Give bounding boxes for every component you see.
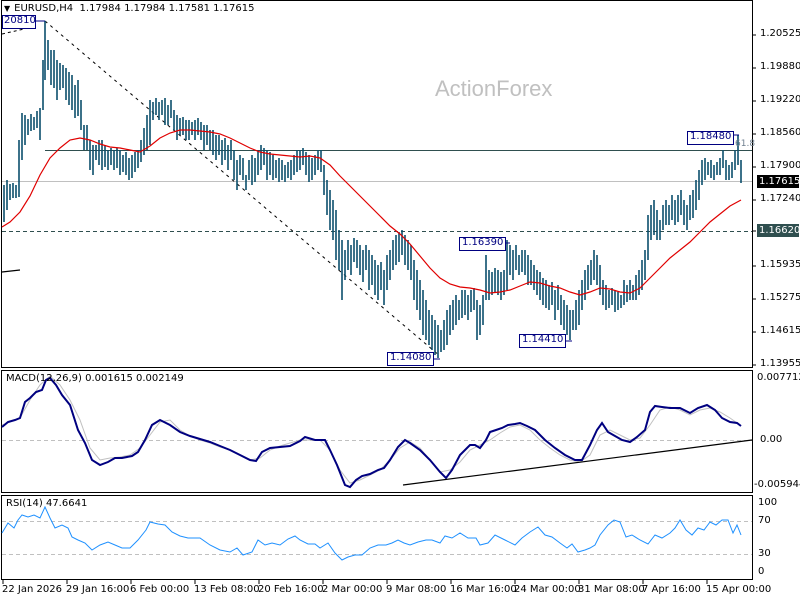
time-label: 6 Feb 00:00 — [130, 584, 190, 595]
price-axis-ticks — [752, 34, 756, 366]
time-label: 9 Mar 08:00 — [386, 584, 447, 595]
macd-trendline[interactable] — [402, 439, 753, 486]
trend-line-left — [1, 28, 25, 35]
time-label: 29 Jan 16:00 — [66, 584, 130, 595]
rsi-tick-70: 70 — [758, 515, 771, 526]
price-tick: 1.19880 — [760, 61, 800, 72]
time-label: 7 Apr 16:00 — [642, 584, 701, 595]
watermark: ActionForex — [435, 76, 553, 101]
rsi-pane-border — [1, 495, 753, 580]
high-label-box — [2, 15, 36, 29]
trend-channel-line[interactable] — [44, 20, 441, 357]
swing-high-label: 1.16390 — [462, 237, 504, 248]
high-label: 20810 — [4, 15, 36, 26]
macd-pane-border — [1, 370, 753, 493]
chart-title: ▼ EURUSD,H4 1.17984 1.17984 1.17581 1.176… — [4, 3, 254, 14]
price-tick: 1.13955 — [760, 358, 800, 369]
price-tick: 1.20525 — [760, 28, 800, 39]
macd-label: MACD(12,26,9) 0.001615 0.002149 — [6, 373, 184, 384]
time-label: 16 Mar 16:00 — [450, 584, 517, 595]
time-label: 13 Feb 08:00 — [194, 584, 260, 595]
rsi-tick-100: 100 — [758, 497, 778, 508]
rsi-tick-0: 0 — [758, 566, 765, 577]
macd-tick-max: 0.007712 — [757, 372, 800, 383]
time-label: 15 Apr 00:00 — [706, 584, 772, 595]
moving-average-line — [1, 129, 742, 296]
dropdown-arrow-icon[interactable]: ▼ — [4, 4, 11, 13]
time-label: 22 Jan 2026 — [2, 584, 62, 595]
price-tick: 1.17240 — [760, 193, 800, 204]
time-axis-ticks — [2, 580, 708, 584]
rsi-line — [1, 505, 742, 561]
support-price-tag: 1.16620 — [757, 224, 800, 237]
macd-main-line — [1, 376, 742, 489]
recent-high-label-box — [687, 131, 734, 145]
low1-label: 1.14080 — [390, 352, 432, 363]
macd-tick-min: -0.005944 — [754, 479, 800, 490]
fib-label: 61.8 — [735, 139, 756, 149]
ohlc-values: 1.17984 1.17984 1.17581 1.17615 — [79, 3, 255, 14]
recent-high-label: 1.18480 — [690, 131, 732, 142]
price-tick: 1.18560 — [760, 127, 800, 138]
price-bars — [3, 21, 742, 358]
price-tick: 1.14615 — [760, 325, 800, 336]
time-label: 20 Feb 16:00 — [258, 584, 324, 595]
time-label: 2 Mar 00:00 — [322, 584, 383, 595]
current-price-tag: 1.17615 — [757, 175, 800, 188]
swing-high-label-box — [459, 237, 506, 251]
price-tick: 1.15935 — [760, 259, 800, 270]
time-label: 24 Mar 00:00 — [514, 584, 581, 595]
price-tick: 1.19220 — [760, 94, 800, 105]
short-line-marker — [1, 269, 21, 273]
price-pane-border — [1, 0, 753, 368]
rsi-tick-30: 30 — [758, 548, 771, 559]
low2-label: 1.14410 — [522, 334, 564, 345]
macd-tick-zero: 0.00 — [760, 434, 783, 445]
symbol-label: EURUSD,H4 — [14, 3, 74, 14]
price-tick: 1.17900 — [760, 160, 800, 171]
macd-signal-line — [1, 375, 741, 484]
time-label: 31 Mar 08:00 — [578, 584, 645, 595]
price-tick: 1.15275 — [760, 292, 800, 303]
rsi-label: RSI(14) 47.6641 — [6, 498, 88, 509]
